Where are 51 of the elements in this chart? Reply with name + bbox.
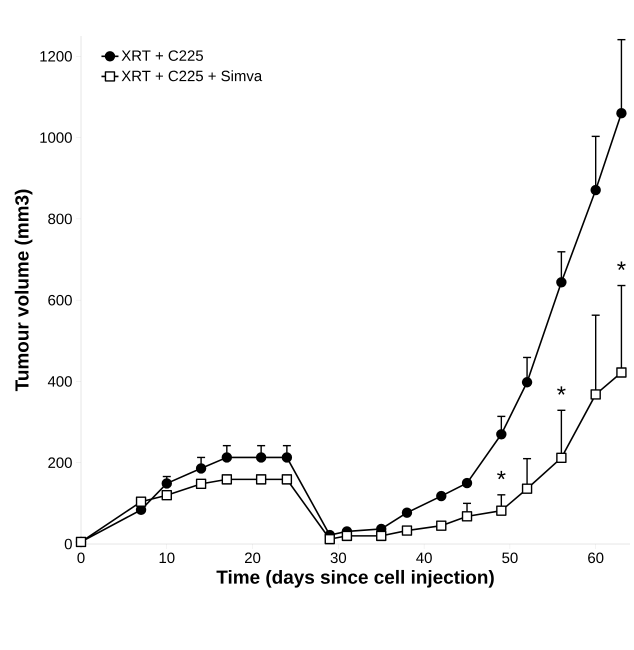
- x-tick-label: 40: [416, 552, 432, 564]
- point: [616, 367, 627, 378]
- y-tick-label: 400: [48, 376, 72, 387]
- point: [590, 389, 601, 400]
- point: [616, 108, 627, 118]
- point: [222, 452, 232, 463]
- point: [342, 530, 352, 542]
- x-tick-label: 50: [502, 552, 518, 564]
- legend-label: XRT + C225: [122, 50, 203, 61]
- point: [162, 490, 172, 500]
- legend-label: XRT + C225 + Simva: [122, 70, 262, 82]
- y-tick-label: 1000: [40, 132, 72, 143]
- y-tick-label: 200: [48, 457, 72, 468]
- annotation: *: [557, 386, 566, 395]
- x-tick-label: 60: [588, 552, 604, 564]
- point: [222, 474, 232, 485]
- point: [522, 377, 532, 388]
- point: [496, 429, 507, 440]
- point: [256, 474, 266, 485]
- annotation: *: [497, 470, 506, 480]
- point: [556, 452, 567, 464]
- x-tick-label: 30: [330, 552, 346, 564]
- annotation: *: [617, 262, 626, 270]
- point: [376, 530, 386, 542]
- x-axis-title: Time (days since cell injection): [216, 570, 494, 588]
- point: [162, 478, 172, 489]
- point: [556, 277, 567, 288]
- point: [282, 452, 292, 463]
- x-tick-label: 10: [160, 552, 174, 564]
- point: [136, 496, 146, 507]
- point: [436, 520, 446, 531]
- y-axis-title: Tumour volume (mm3): [14, 190, 32, 392]
- point: [462, 511, 472, 522]
- x-tick-label: 0: [77, 552, 85, 564]
- point: [462, 478, 472, 488]
- point: [196, 478, 206, 490]
- point: [496, 505, 507, 516]
- point: [402, 525, 412, 536]
- y-tick-label: 800: [48, 214, 72, 224]
- point: [590, 184, 601, 196]
- point: [196, 463, 206, 474]
- y-tick-label: 0: [64, 538, 72, 550]
- point: [402, 508, 412, 518]
- point: [522, 484, 532, 494]
- point: [324, 534, 335, 544]
- y-tick-label: 600: [48, 294, 72, 306]
- y-tick-label: 1200: [40, 51, 72, 62]
- point: [436, 490, 446, 502]
- point: [256, 452, 266, 463]
- x-tick-label: 20: [245, 552, 260, 564]
- point: [282, 474, 292, 485]
